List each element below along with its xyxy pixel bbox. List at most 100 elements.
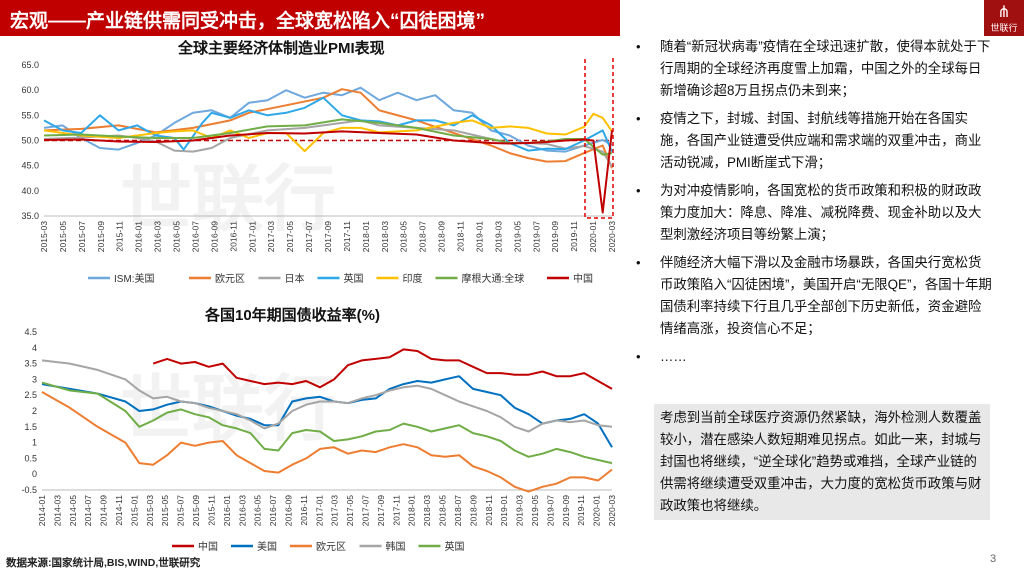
x-tick-label: 2019-03 (515, 495, 525, 526)
x-tick-label: 2017-03 (266, 221, 276, 252)
series-line-摩根大通:全球 (43, 118, 613, 156)
legend-label: 英国 (344, 272, 364, 285)
x-tick-label: 2014-05 (68, 495, 78, 526)
series-line-中国 (43, 130, 613, 214)
legend-label: ISM:美国 (114, 272, 155, 285)
legend-label: 美国 (257, 540, 277, 552)
legend-label: 英国 (445, 540, 465, 552)
legend-label: 中国 (198, 540, 218, 552)
x-tick-label: 2019-09 (561, 495, 571, 526)
x-tick-label: 2018-11 (456, 221, 466, 252)
x-tick-label: 2019-01 (499, 495, 509, 526)
y-tick-label: 1.5 (24, 422, 37, 432)
x-tick-label: 2017-01 (247, 221, 257, 252)
bullet-item: • 随着“新冠状病毒”疫情在全球迅速扩散，使得本就处于下行周期的全球经济再度雪上加… (632, 36, 992, 102)
x-tick-label: 2019-09 (550, 221, 560, 252)
x-tick-label: 2018-01 (407, 495, 417, 526)
series-line-英国 (41, 381, 613, 465)
legend-label: 欧元区 (215, 273, 245, 285)
bullet-text: 随着“新冠状病毒”疫情在全球迅速扩散，使得本就处于下行周期的全球经济再度雪上加霜… (660, 39, 991, 98)
x-tick-label: 2016-07 (268, 495, 278, 526)
x-tick-label: 2019-03 (493, 221, 503, 252)
x-tick-label: 2019-01 (474, 221, 484, 252)
title-bar: 宏观——产业链供需同受冲击，全球宽松陷入“囚徒困境” (0, 0, 620, 36)
x-tick-label: 2014-11 (114, 495, 124, 526)
x-tick-label: 2015-11 (115, 221, 125, 252)
x-tick-label: 2017-07 (304, 221, 314, 252)
x-tick-label: 2018-11 (484, 495, 494, 526)
x-tick-label: 2017-05 (345, 495, 355, 526)
x-tick-label: 2019-11 (576, 495, 586, 526)
bullet-text: 疫情之下，封城、封国、封航线等措施开始在各国实施，各国产业链遭受供应端和需求端的… (660, 111, 982, 170)
logo-mark-icon: ⋔ (997, 4, 1011, 21)
x-tick-label: 2017-07 (361, 495, 371, 526)
y-tick-label: 60.0 (21, 85, 39, 95)
x-tick-label: 2016-11 (299, 495, 309, 526)
series-line-英国 (43, 96, 613, 153)
x-tick-label: 2016-05 (172, 221, 182, 252)
x-tick-label: 2015-03 (145, 495, 155, 526)
x-tick-label: 2019-11 (569, 221, 579, 252)
x-tick-label: 2018-03 (380, 221, 390, 252)
x-tick-label: 2014-03 (52, 495, 62, 526)
x-tick-label: 2016-11 (228, 221, 238, 252)
y-tick-label: 3.5 (24, 359, 37, 369)
bullet-text: 为对冲疫情影响，各国宽松的货币政策和积极的财政政策力度加大：降息、降准、减税降费… (660, 183, 982, 242)
y-tick-label: 65.0 (21, 60, 39, 70)
conclusion-box: 考虑到当前全球医疗资源仍然紧缺，海外检测人数覆盖较小，潜在感染人数短期难见拐点。… (654, 404, 990, 520)
y-tick-label: 50.0 (21, 136, 39, 146)
x-tick-label: 2016-03 (153, 221, 163, 252)
x-tick-label: 2014-01 (37, 495, 47, 526)
x-tick-label: 2015-09 (96, 221, 106, 252)
series-line-欧元区 (43, 88, 613, 169)
x-tick-label: 2015-01 (129, 495, 139, 526)
x-tick-label: 2018-09 (437, 221, 447, 252)
x-tick-label: 2018-01 (361, 221, 371, 252)
y-tick-label: 55.0 (21, 110, 39, 120)
y-tick-label: 1 (32, 438, 37, 448)
legend-label: 中国 (573, 272, 593, 285)
bullet-dot-icon: • (636, 255, 641, 270)
x-tick-label: 2017-05 (285, 221, 295, 252)
y-tick-label: 45.0 (21, 161, 39, 171)
x-tick-label: 2020-01 (592, 495, 602, 526)
y-tick-label: 4 (32, 343, 37, 353)
x-tick-label: 2016-09 (283, 495, 293, 526)
x-tick-label: 2016-03 (237, 495, 247, 526)
x-tick-label: 2019-05 (530, 495, 540, 526)
x-tick-label: 2016-01 (222, 495, 232, 526)
bullet-text: 伴随经济大幅下滑以及金融市场暴跌，各国央行宽松货币政策陷入“囚徒困境”，美国开启… (660, 255, 992, 336)
bond-chart-title: 各国10年期国债收益率(%) (205, 307, 381, 324)
series-line-韩国 (41, 359, 613, 433)
bullet-dot-icon: • (636, 111, 641, 126)
x-tick-label: 2019-07 (531, 221, 541, 252)
series-line-中国 (152, 348, 613, 390)
bullet-dot-icon: • (636, 183, 641, 198)
x-tick-label: 2020-03 (607, 495, 617, 526)
legend-label: 摩根大通:全球 (462, 272, 525, 285)
bullet-item: • 为对冲疫情影响，各国宽松的货币政策和积极的财政政策力度加大：降息、降准、减税降… (632, 180, 992, 246)
x-tick-label: 2017-01 (314, 495, 324, 526)
y-tick-label: 40.0 (21, 186, 39, 196)
x-tick-label: 2017-09 (376, 495, 386, 526)
y-tick-label: 35.0 (21, 211, 39, 221)
x-tick-label: 2017-03 (330, 495, 340, 526)
x-tick-label: 2015-07 (176, 495, 186, 526)
y-tick-label: 3 (32, 374, 37, 384)
legend-label: 印度 (403, 272, 423, 285)
data-source: 数据来源:国家统计局,BIS,WIND,世联研究 (6, 557, 201, 569)
x-tick-label: 2016-05 (253, 495, 263, 526)
x-tick-label: 2018-07 (453, 495, 463, 526)
company-logo: ⋔ 世联行 (984, 0, 1024, 36)
x-tick-label: 2018-03 (422, 495, 432, 526)
x-tick-label: 2015-11 (206, 495, 216, 526)
x-tick-label: 2017-09 (323, 221, 333, 252)
bullet-dot-icon: • (636, 39, 641, 54)
x-tick-label: 2020-01 (588, 221, 598, 252)
legend-label: 欧元区 (316, 541, 346, 552)
logo-text: 世联行 (990, 23, 1018, 33)
bullet-dot-icon: • (636, 349, 641, 364)
legend-label: 韩国 (386, 540, 406, 552)
page-title: 宏观——产业链供需同受冲击，全球宽松陷入“囚徒困境” (10, 11, 486, 32)
